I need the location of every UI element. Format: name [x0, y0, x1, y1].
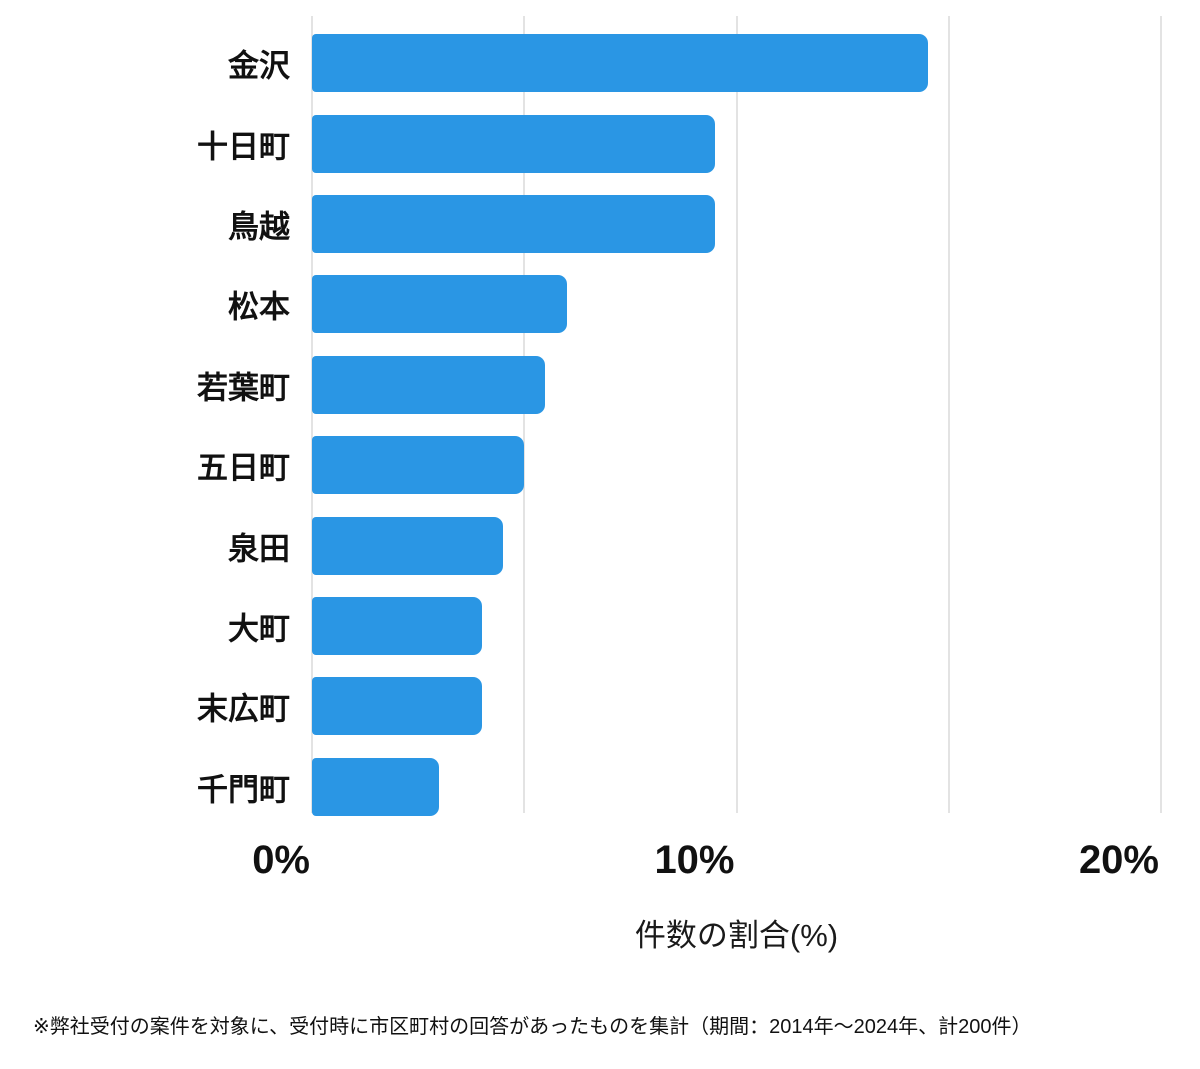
x-tick-label: 20%: [1078, 838, 1159, 882]
bar-row: 千門町: [197, 747, 1161, 827]
bar-row: 泉田: [228, 505, 1161, 585]
category-label: 大町: [228, 611, 290, 647]
category-label: 千門町: [197, 772, 290, 808]
bar: [312, 195, 716, 254]
chart-footnote: ※弊社受付の案件を対象に、受付時に市区町村の回答があったものを集計（期間：201…: [33, 1016, 1032, 1038]
category-label: 泉田: [228, 531, 290, 567]
category-label: 末広町: [197, 691, 290, 727]
gridline-10: [735, 16, 738, 813]
category-label: 若葉町: [197, 370, 290, 406]
bar-row: 十日町: [197, 103, 1161, 183]
bar: [312, 34, 928, 93]
bar-rows: 金沢十日町鳥越松本若葉町五日町泉田大町末広町千門町: [197, 23, 1161, 827]
category-label: 十日町: [197, 129, 290, 165]
x-tick-label: 10%: [654, 838, 735, 882]
bar: [312, 275, 567, 334]
bar-row: 若葉町: [197, 345, 1161, 425]
gridline-15: [947, 16, 950, 813]
bar-row: 鳥越: [228, 184, 1161, 264]
plot-area: 金沢十日町鳥越松本若葉町五日町泉田大町末広町千門町: [197, 16, 1162, 816]
bar-row: 末広町: [197, 666, 1161, 746]
bar: [312, 597, 482, 656]
bar-row: 松本: [228, 264, 1161, 344]
category-label: 五日町: [197, 450, 290, 486]
bar-row: 大町: [228, 586, 1161, 666]
bar: [312, 677, 482, 736]
bar: [312, 757, 440, 816]
x-axis-ticks: 0% 10% 20%: [252, 838, 1161, 884]
x-tick-label: 0%: [252, 838, 310, 882]
bar: [312, 114, 716, 173]
category-label: 松本: [228, 289, 290, 325]
gridline-0: [311, 16, 313, 813]
gridline-20: [1160, 16, 1162, 813]
gridline-5: [523, 16, 526, 813]
bar-row: 五日町: [197, 425, 1161, 505]
category-label: 金沢: [228, 48, 290, 84]
bar: [312, 516, 504, 575]
bar: [312, 355, 546, 414]
x-axis-label: 件数の割合(%): [634, 918, 839, 953]
bar-row: 金沢: [228, 23, 1161, 103]
bar: [312, 436, 525, 495]
category-label: 鳥越: [228, 209, 290, 245]
